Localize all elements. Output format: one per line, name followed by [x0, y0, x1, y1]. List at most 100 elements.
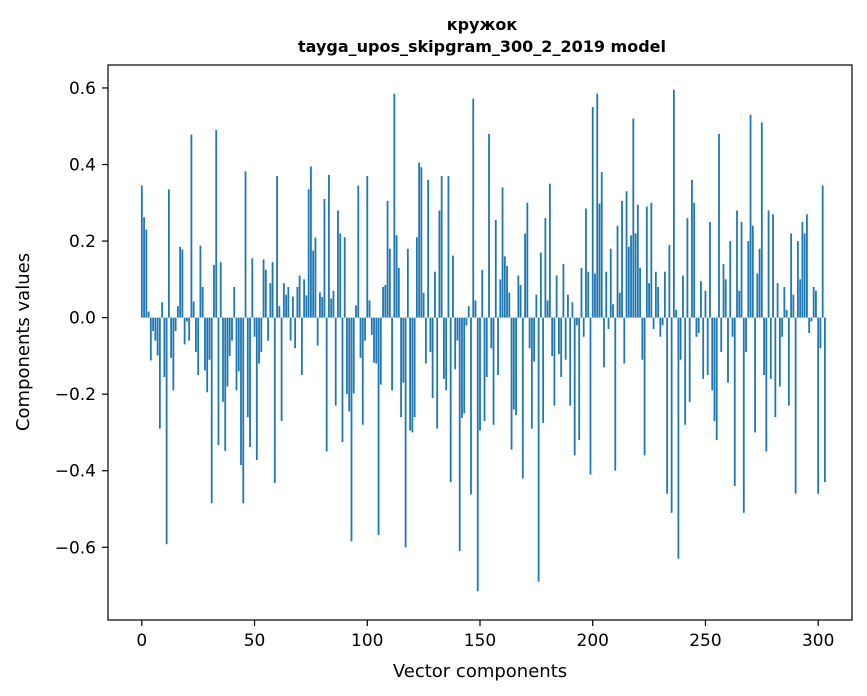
bar [591, 107, 594, 318]
bar [582, 317, 585, 337]
bar [729, 241, 732, 318]
bar [172, 317, 175, 391]
bar [282, 283, 285, 318]
bar [204, 317, 206, 371]
y-tick-label: 0.2 [69, 232, 96, 252]
bar [607, 317, 610, 330]
bar [517, 275, 520, 318]
bar [576, 317, 578, 326]
bar [666, 317, 669, 494]
bar [515, 317, 517, 416]
bar [341, 317, 344, 443]
bar [357, 185, 360, 318]
bar [334, 317, 337, 406]
bar [240, 317, 242, 465]
bar [429, 317, 432, 353]
bar [691, 179, 693, 318]
bar [375, 317, 378, 364]
y-tick-label: 0.0 [69, 309, 96, 329]
bar [605, 271, 608, 318]
bar [648, 283, 650, 318]
bar [589, 317, 592, 475]
bar [174, 317, 177, 332]
bar [569, 317, 572, 406]
bar [490, 317, 493, 349]
bar [325, 317, 328, 452]
bar [285, 294, 288, 318]
x-tick-label: 50 [244, 631, 266, 651]
bar [352, 317, 355, 394]
bar [447, 176, 450, 318]
bar [391, 317, 393, 391]
bar [476, 317, 479, 592]
bar [382, 287, 384, 318]
y-tick-label: 0.4 [69, 156, 96, 176]
bar [273, 317, 276, 483]
bar [271, 262, 274, 318]
bar [298, 275, 301, 318]
bar [249, 317, 251, 447]
bar [733, 317, 736, 487]
bar [756, 273, 759, 318]
bar [742, 317, 745, 513]
bar [686, 218, 689, 318]
bar [434, 271, 436, 318]
bar [758, 248, 761, 318]
bar [745, 317, 747, 353]
bar [625, 191, 628, 318]
bar [580, 267, 583, 318]
bar [409, 317, 412, 431]
bar [427, 179, 430, 318]
bar [695, 317, 698, 337]
bar [377, 317, 380, 536]
bar [774, 317, 777, 418]
bar [747, 241, 750, 318]
bar [170, 317, 173, 358]
bar [630, 235, 632, 318]
bar [395, 235, 398, 318]
bar [796, 241, 799, 318]
bar [348, 317, 351, 412]
bar [524, 233, 526, 318]
bar [776, 283, 779, 318]
bar [792, 294, 795, 318]
y-tick-label: −0.2 [55, 385, 96, 405]
bar [179, 246, 182, 318]
bar [411, 317, 414, 433]
bar [677, 317, 680, 559]
bar [291, 296, 294, 318]
bar [533, 317, 536, 362]
bar [176, 306, 179, 318]
bar [720, 317, 723, 353]
bar [323, 198, 326, 318]
bar [803, 233, 806, 318]
bar [373, 317, 375, 363]
bar [641, 317, 644, 360]
x-axis: 0 50 100 150 200 250 300 [136, 620, 834, 651]
bar [697, 317, 700, 333]
bar [440, 176, 443, 318]
bar [415, 237, 418, 318]
bar [186, 317, 188, 322]
bar [769, 317, 772, 379]
bar [535, 294, 538, 318]
bar [183, 317, 186, 345]
bar [736, 210, 738, 318]
bar [201, 287, 204, 318]
bar [337, 210, 339, 318]
bar [197, 317, 200, 376]
bar [181, 249, 184, 318]
bar [763, 317, 765, 376]
bar [715, 317, 718, 441]
bar [627, 246, 630, 318]
bar [226, 317, 229, 387]
x-tick-label: 100 [351, 631, 383, 651]
bar [237, 317, 240, 372]
bar [140, 185, 143, 318]
bar [544, 218, 547, 318]
bar [488, 133, 490, 318]
bar [388, 248, 391, 318]
bar [596, 93, 599, 318]
y-tick-label: −0.4 [55, 462, 96, 482]
bar [537, 317, 540, 582]
